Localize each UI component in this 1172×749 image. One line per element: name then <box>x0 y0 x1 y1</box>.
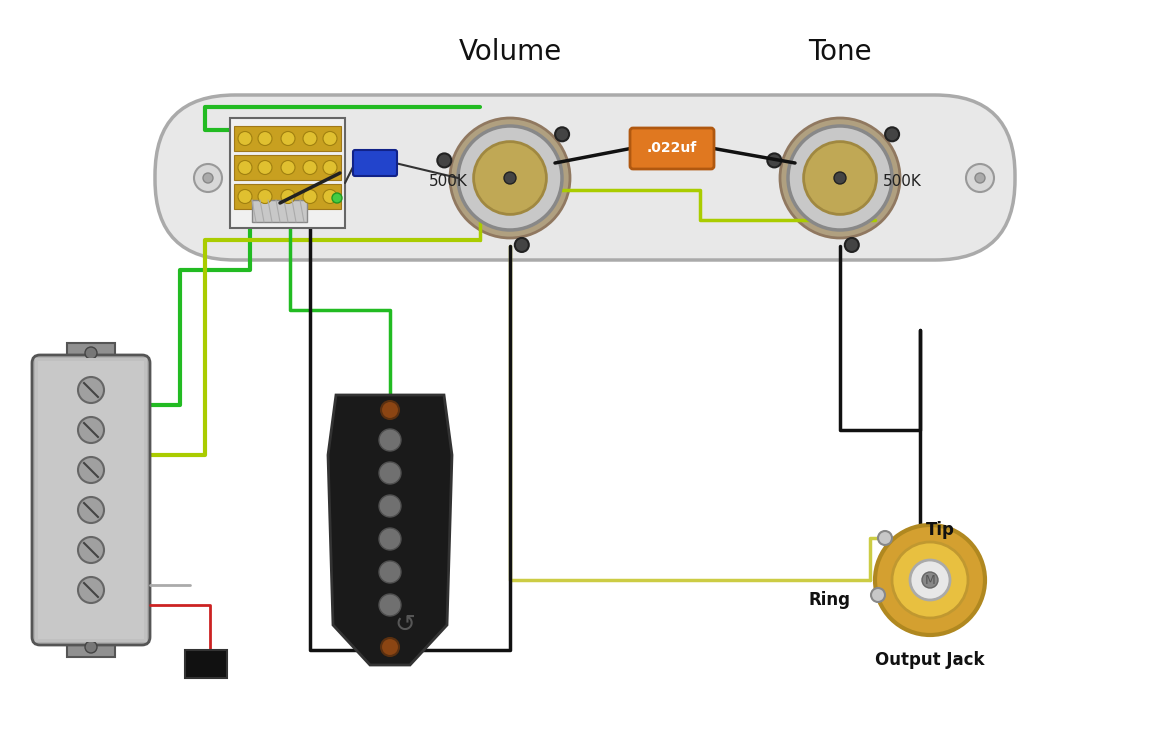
Circle shape <box>281 160 295 175</box>
Circle shape <box>875 525 984 635</box>
Text: Ring: Ring <box>808 591 850 609</box>
Circle shape <box>79 537 104 563</box>
Circle shape <box>379 528 401 550</box>
Circle shape <box>379 561 401 583</box>
Circle shape <box>238 160 252 175</box>
Text: 500K: 500K <box>429 175 468 189</box>
FancyBboxPatch shape <box>631 128 714 169</box>
Circle shape <box>458 126 563 230</box>
Bar <box>185 650 227 678</box>
Circle shape <box>845 238 859 252</box>
Circle shape <box>238 132 252 145</box>
Circle shape <box>304 132 316 145</box>
Circle shape <box>79 497 104 523</box>
Circle shape <box>909 560 950 600</box>
Circle shape <box>79 417 104 443</box>
Circle shape <box>323 160 338 175</box>
Circle shape <box>885 127 899 142</box>
Circle shape <box>79 457 104 483</box>
Circle shape <box>281 132 295 145</box>
Circle shape <box>450 118 570 238</box>
Circle shape <box>258 132 272 145</box>
Bar <box>234 184 341 209</box>
Circle shape <box>304 189 316 204</box>
Circle shape <box>473 142 546 214</box>
Circle shape <box>437 154 451 167</box>
Circle shape <box>966 164 994 192</box>
Circle shape <box>556 127 570 142</box>
Circle shape <box>504 172 516 184</box>
Text: M: M <box>925 574 935 586</box>
Circle shape <box>381 401 398 419</box>
Bar <box>35 358 146 642</box>
Circle shape <box>922 572 938 588</box>
Bar <box>230 118 345 228</box>
Bar <box>67 343 115 363</box>
Circle shape <box>878 531 892 545</box>
Bar <box>67 637 115 657</box>
Circle shape <box>258 189 272 204</box>
Circle shape <box>203 173 213 183</box>
Circle shape <box>892 542 968 618</box>
FancyBboxPatch shape <box>353 150 397 176</box>
Bar <box>252 200 307 222</box>
Circle shape <box>379 429 401 451</box>
Circle shape <box>515 238 529 252</box>
Circle shape <box>379 594 401 616</box>
Circle shape <box>381 638 398 656</box>
Text: .022uf: .022uf <box>647 141 697 155</box>
Circle shape <box>781 118 900 238</box>
Circle shape <box>79 577 104 603</box>
PathPatch shape <box>328 395 452 665</box>
Text: 500K: 500K <box>883 175 921 189</box>
FancyBboxPatch shape <box>32 355 150 645</box>
Circle shape <box>258 160 272 175</box>
Circle shape <box>323 189 338 204</box>
Circle shape <box>975 173 984 183</box>
Circle shape <box>195 164 222 192</box>
FancyBboxPatch shape <box>155 95 1015 260</box>
Circle shape <box>788 126 892 230</box>
Text: Tone: Tone <box>809 38 872 66</box>
Bar <box>234 126 341 151</box>
Circle shape <box>834 172 846 184</box>
Text: Volume: Volume <box>458 38 561 66</box>
Circle shape <box>281 189 295 204</box>
Bar <box>234 155 341 180</box>
Bar <box>38 361 144 639</box>
Circle shape <box>871 588 885 602</box>
Circle shape <box>79 377 104 403</box>
Circle shape <box>86 641 97 653</box>
Circle shape <box>323 132 338 145</box>
Circle shape <box>379 495 401 517</box>
Circle shape <box>379 462 401 484</box>
Text: Tip: Tip <box>926 521 954 539</box>
Circle shape <box>238 189 252 204</box>
Circle shape <box>332 193 342 203</box>
Text: ↺: ↺ <box>395 613 416 637</box>
Circle shape <box>768 154 782 167</box>
Text: Output Jack: Output Jack <box>875 651 984 669</box>
Circle shape <box>304 160 316 175</box>
Circle shape <box>804 142 877 214</box>
Circle shape <box>86 347 97 359</box>
